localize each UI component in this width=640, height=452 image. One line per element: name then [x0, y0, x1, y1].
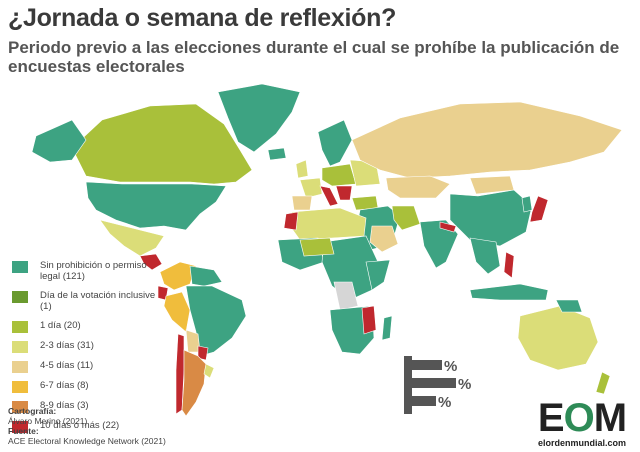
percent-symbol-1: %: [444, 358, 457, 375]
source-name: ACE Electoral Knowledge Network (2021): [8, 436, 166, 446]
bar-icon-3: [412, 378, 456, 388]
region-usa: [85, 181, 227, 231]
region-madagascar: [381, 315, 393, 341]
region-brazil: [185, 285, 247, 357]
source-heading: Fuente:: [8, 426, 39, 436]
region-iceland: [267, 147, 287, 161]
region-indonesia: [469, 283, 549, 301]
cartography-author: Álvaro Merino (2021): [8, 416, 88, 426]
region-mozambique: [361, 305, 377, 335]
legend-swatch: [12, 321, 28, 333]
region-italy: [319, 185, 339, 207]
legend-swatch: [12, 421, 28, 433]
region-new-zealand: [595, 371, 611, 395]
bar-icon-4: [412, 396, 436, 406]
region-mexico: [99, 219, 165, 257]
region-india: [419, 219, 459, 269]
legend-label: Día de la votación inclusive (1): [40, 290, 156, 312]
region-nepal: [439, 221, 457, 233]
legend-swatch: [12, 361, 28, 373]
region-north-africa: [289, 207, 367, 241]
region-southeast-asia: [469, 237, 501, 275]
region-canada: [71, 103, 253, 185]
legend-label: Sin prohibición o permiso legal (121): [40, 260, 147, 282]
legend-label: 8-9 días (3): [40, 400, 89, 411]
legend-swatch: [12, 291, 28, 303]
legend-swatch: [12, 341, 28, 353]
legend-label: 10 días o más (22): [40, 420, 120, 431]
region-argentina: [181, 349, 207, 417]
region-east-africa: [365, 259, 391, 291]
region-balkans: [335, 185, 353, 201]
legend-label: 4-5 días (11): [40, 360, 94, 371]
region-paraguay: [197, 345, 209, 361]
region-png: [555, 299, 583, 313]
region-central-america: [139, 253, 163, 271]
region-iran: [391, 205, 421, 231]
region-venezuela-guianas: [189, 265, 223, 287]
region-china: [449, 189, 533, 247]
legend-swatch: [12, 401, 28, 413]
region-australia: [517, 305, 599, 371]
brand-mark: EOM: [530, 398, 634, 438]
region-central-europe: [321, 163, 357, 187]
brand-website: elordenmundial.com: [537, 438, 626, 448]
percent-symbol-2: %: [458, 376, 471, 393]
region-saudi-arabia: [369, 225, 399, 253]
page-subtitle: Periodo previo a las elecciones durante …: [8, 38, 620, 76]
region-france: [299, 177, 323, 199]
credits: Cartografía: Álvaro Merino (2021) Fuente…: [8, 406, 166, 446]
region-peru: [163, 291, 191, 333]
region-scandinavia: [317, 119, 353, 167]
region-philippines: [503, 251, 515, 279]
region-uk: [295, 159, 309, 179]
legend-label: 2-3 días (31): [40, 340, 94, 351]
region-greenland: [217, 83, 301, 153]
region-kazakhstan: [385, 175, 451, 199]
region-uruguay: [203, 363, 215, 379]
cartography-heading: Cartografía:: [8, 406, 57, 416]
page-title: ¿Jornada o semana de reflexión?: [8, 4, 397, 32]
region-alaska: [31, 119, 87, 163]
region-colombia: [159, 261, 197, 291]
percent-symbol-3: %: [438, 394, 451, 411]
region-spain: [291, 195, 313, 211]
brand-logo: EOM elordenmundial.com: [530, 398, 634, 448]
region-sahel: [299, 237, 335, 257]
bar-icon-2: [412, 360, 442, 370]
percent-bars-icon: % % %: [404, 356, 471, 414]
region-morocco: [283, 211, 299, 231]
legend-label: 6-7 días (8): [40, 380, 89, 391]
region-korea: [521, 195, 533, 213]
region-russia: [351, 101, 623, 179]
region-drc: [333, 281, 359, 311]
brand-letter-e: E: [537, 396, 565, 440]
legend-swatch: [12, 261, 28, 273]
legend-swatch: [12, 381, 28, 393]
brand-letter-o: O: [563, 396, 595, 440]
bar-icon-1: [404, 356, 412, 414]
brand-letter-m: M: [593, 396, 627, 440]
legend-label: 1 día (20): [40, 320, 81, 331]
region-japan: [529, 195, 549, 223]
